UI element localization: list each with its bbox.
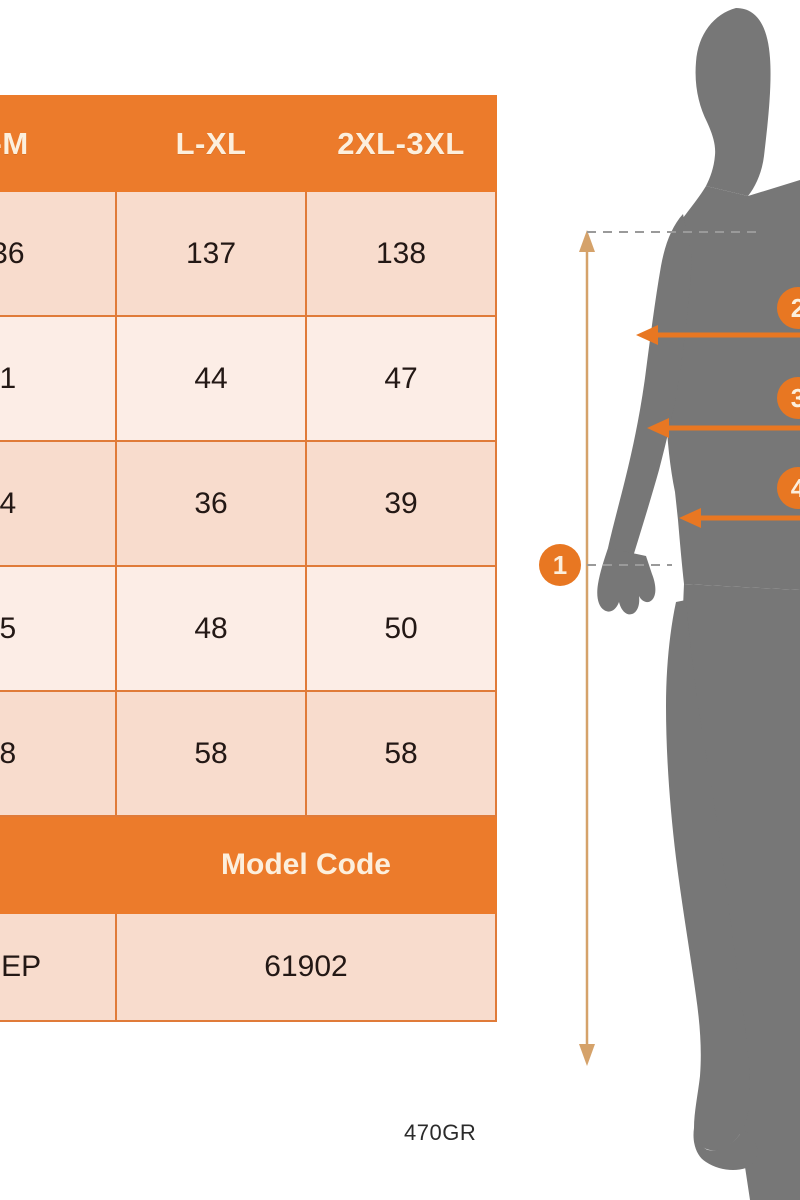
model-code-header: Model Code (115, 815, 497, 914)
waist-measure-arrow (679, 508, 800, 528)
table-row: 34 36 39 (0, 440, 497, 567)
table-row: 45 48 50 (0, 565, 497, 692)
measure-cell: 41 (0, 315, 117, 442)
measure-badge-3: 3 (777, 377, 800, 419)
measure-cell: 45 (0, 565, 117, 692)
size-table: S-M L-XL 2XL-3XL 136 137 138 41 44 47 34 (0, 95, 497, 1022)
fabric-weight-label: 470GR (404, 1120, 477, 1145)
table-row: 41 44 47 (0, 315, 497, 442)
fabric-cell: CREP (0, 912, 117, 1022)
height-measure-arrow (579, 230, 595, 1066)
measure-cell: 44 (115, 315, 307, 442)
model-code-header-row: Model Code (0, 815, 497, 914)
measure-cell: 136 (0, 190, 117, 317)
measure-cell: 47 (305, 315, 497, 442)
measure-cell: 34 (0, 440, 117, 567)
model-figure-panel: 1 2 3 4 (500, 0, 800, 1200)
measure-cell: 137 (115, 190, 307, 317)
model-spacer-cell (0, 815, 117, 914)
model-code-row: CREP 61902 (0, 912, 497, 1022)
column-header-l-xl: L-XL (115, 95, 307, 192)
table-row: 58 58 58 (0, 690, 497, 817)
model-code-cell: 61902 (115, 912, 497, 1022)
table-row: 136 137 138 (0, 190, 497, 317)
column-header-s-m: S-M (0, 95, 117, 192)
measure-badge-2: 2 (777, 287, 800, 329)
measure-cell: 39 (305, 440, 497, 567)
female-silhouette-diagram (579, 8, 800, 1200)
measure-cell: 58 (115, 690, 307, 817)
measure-cell: 50 (305, 565, 497, 692)
table-header-row: S-M L-XL 2XL-3XL (0, 95, 497, 192)
shoulder-measure-arrow (636, 325, 800, 345)
measure-badge-4: 4 (777, 467, 800, 509)
bust-measure-arrow (647, 418, 800, 438)
measure-badge-1: 1 (539, 544, 581, 586)
measure-cell: 58 (305, 690, 497, 817)
column-header-2xl-3xl: 2XL-3XL (305, 95, 497, 192)
measure-cell: 36 (115, 440, 307, 567)
measure-cell: 138 (305, 190, 497, 317)
female-body-silhouette (597, 8, 800, 1200)
measure-cell: 48 (115, 565, 307, 692)
size-table-container: S-M L-XL 2XL-3XL 136 137 138 41 44 47 34 (0, 95, 497, 1022)
measure-cell: 58 (0, 690, 117, 817)
